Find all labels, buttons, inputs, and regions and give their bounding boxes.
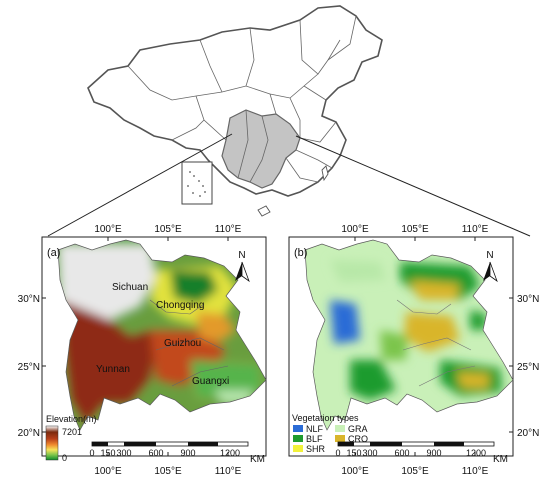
left-tick-25n: 25°N bbox=[18, 362, 40, 373]
scale-a-unit: KM bbox=[250, 454, 265, 465]
panel-b-tick-marks bbox=[354, 237, 513, 456]
elevation-legend-title: Elevation(m) bbox=[46, 414, 97, 424]
left-tick-30n: 30°N bbox=[18, 294, 40, 305]
place-label-chongqing: Chongqing bbox=[156, 300, 204, 311]
scale-a-0: 0 bbox=[89, 448, 94, 458]
scale-a-150: 150 bbox=[100, 448, 115, 458]
top-tick-110e: 110°E bbox=[462, 224, 489, 235]
vegetation-legend: Vegetation types NLF GRA BLF CRO SHR bbox=[292, 413, 368, 454]
scale-b-300: 300 bbox=[362, 448, 377, 458]
elevation-legend-colorbar bbox=[45, 425, 59, 461]
study-area-region bbox=[221, 109, 301, 189]
legend-swatch-gra bbox=[335, 425, 345, 432]
scale-b-0: 0 bbox=[335, 448, 340, 458]
place-label-sichuan: Sichuan bbox=[112, 282, 148, 293]
legend-label-gra: GRA bbox=[348, 424, 368, 434]
place-label-guizhou: Guizhou bbox=[164, 338, 201, 349]
china-overview-map bbox=[47, 5, 531, 237]
bottom-tick-110e: 110°E bbox=[462, 466, 489, 477]
scale-a-300: 300 bbox=[116, 448, 131, 458]
bottom-tick-105e: 105°E bbox=[401, 466, 429, 477]
panel-a-label: (a) bbox=[47, 247, 60, 259]
top-tick-105e: 105°E bbox=[154, 224, 182, 235]
top-tick-100e: 100°E bbox=[94, 224, 122, 235]
legend-label-nlf: NLF bbox=[306, 424, 324, 434]
legend-label-shr: SHR bbox=[306, 444, 326, 454]
bottom-tick-100e: 100°E bbox=[341, 466, 369, 477]
scale-b-unit: KM bbox=[493, 454, 508, 465]
panel-a-north-arrow: N bbox=[235, 250, 250, 283]
panel-a-scale-bar: 0 150 300 600 900 1200 KM bbox=[89, 441, 265, 465]
place-label-yunnan: Yunnan bbox=[96, 364, 130, 375]
bottom-tick-105e: 105°E bbox=[154, 466, 182, 477]
scale-b-900: 900 bbox=[426, 448, 441, 458]
panel-a: (a) N 100°E 105°E 110°E 100°E 105°E 110°… bbox=[18, 224, 267, 477]
panel-a-bottom-ticks: 100°E 105°E 110°E bbox=[94, 466, 241, 477]
zoom-line-left bbox=[47, 133, 233, 237]
scale-a-900: 900 bbox=[180, 448, 195, 458]
legend-label-cro: CRO bbox=[348, 434, 368, 444]
panel-b-bottom-ticks: 100°E 105°E 110°E bbox=[341, 466, 488, 477]
top-tick-105e: 105°E bbox=[401, 224, 429, 235]
right-tick-20n: 20°N bbox=[517, 428, 539, 439]
top-tick-110e: 110°E bbox=[215, 224, 242, 235]
right-tick-30n: 30°N bbox=[517, 294, 539, 305]
bottom-tick-100e: 100°E bbox=[94, 466, 122, 477]
scale-b-150: 150 bbox=[346, 448, 361, 458]
legend-swatch-shr bbox=[293, 445, 303, 452]
hainan-island bbox=[257, 205, 271, 217]
panel-b-province-lines bbox=[396, 299, 476, 387]
right-tick-25n: 25°N bbox=[517, 362, 539, 373]
left-tick-20n: 20°N bbox=[18, 428, 40, 439]
panel-a-top-ticks: 100°E 105°E 110°E bbox=[94, 224, 241, 235]
province-boundaries bbox=[127, 15, 357, 183]
scale-a-1200: 1200 bbox=[220, 448, 240, 458]
panel-b-top-ticks: 100°E 105°E 110°E bbox=[341, 224, 488, 235]
scale-b-1200: 1200 bbox=[466, 448, 486, 458]
panel-b: (b) N 100°E 105°E 110°E 100°E 105°E 110°… bbox=[288, 224, 539, 477]
panel-a-province-lines bbox=[149, 299, 229, 387]
south-china-sea-inset bbox=[181, 161, 213, 205]
taiwan-island bbox=[321, 165, 329, 182]
north-label: N bbox=[238, 250, 245, 261]
panel-b-north-arrow: N bbox=[483, 250, 498, 283]
legend-label-blf: BLF bbox=[306, 434, 323, 444]
panel-b-scale-bar: 0 150 300 600 900 1200 KM bbox=[335, 441, 508, 465]
top-tick-100e: 100°E bbox=[341, 224, 369, 235]
elevation-legend: Elevation(m) 7201 0 bbox=[45, 414, 97, 463]
legend-swatch-blf bbox=[293, 435, 303, 442]
panel-a-tick-marks bbox=[42, 237, 229, 456]
place-label-guangxi: Guangxi bbox=[192, 376, 229, 387]
south-china-sea-islands bbox=[187, 171, 206, 197]
bottom-tick-110e: 110°E bbox=[215, 466, 242, 477]
vegetation-legend-title: Vegetation types bbox=[292, 413, 359, 423]
panel-a-left-ticks: 30°N 25°N 20°N bbox=[18, 294, 40, 439]
legend-swatch-cro bbox=[335, 435, 345, 442]
legend-swatch-nlf bbox=[293, 425, 303, 432]
north-label: N bbox=[486, 250, 493, 261]
scale-b-600: 600 bbox=[394, 448, 409, 458]
zoom-line-right bbox=[295, 135, 531, 237]
elevation-legend-max: 7201 bbox=[62, 427, 82, 437]
scale-a-600: 600 bbox=[148, 448, 163, 458]
elevation-legend-min: 0 bbox=[62, 453, 67, 463]
panel-a-place-labels: Sichuan Chongqing Guizhou Yunnan Guangxi bbox=[96, 282, 229, 387]
panel-b-right-ticks: 30°N 25°N 20°N bbox=[517, 294, 539, 439]
panel-b-label: (b) bbox=[294, 247, 307, 259]
